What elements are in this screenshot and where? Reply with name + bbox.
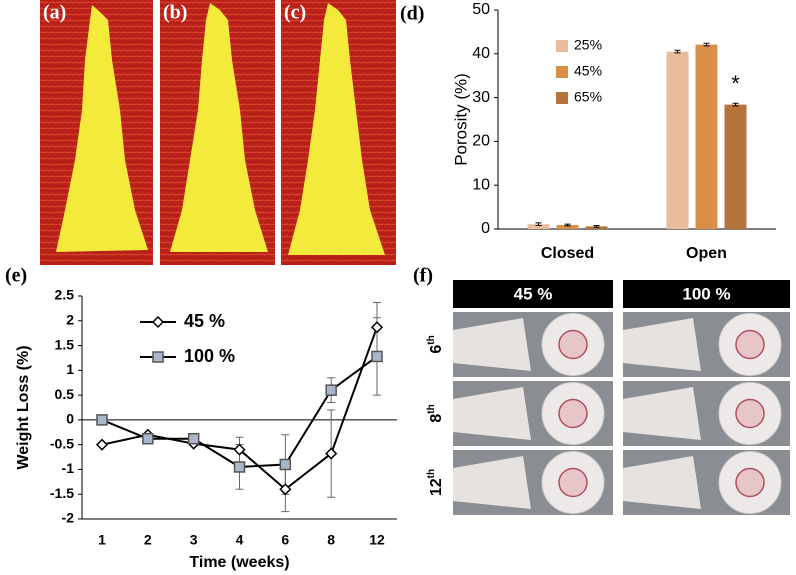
bar — [666, 51, 689, 229]
image-c: (c) — [281, 0, 396, 265]
error-bar — [564, 223, 571, 227]
y-tick-label: -2 — [62, 510, 75, 526]
row-label: 12th — [426, 469, 446, 496]
image-a: (a) — [40, 0, 153, 265]
y-tick-label: 40 — [472, 45, 490, 62]
y-tick-label: 30 — [472, 89, 490, 106]
x-tick-label: 3 — [190, 532, 198, 548]
column-header: 100 % — [682, 284, 730, 303]
marker — [187, 432, 200, 445]
photo-sample — [558, 398, 588, 429]
photo-scaffold — [623, 318, 701, 371]
legend-label: 100 % — [184, 346, 235, 366]
marker — [142, 432, 154, 445]
marker — [95, 438, 109, 451]
y-tick-label: 50 — [472, 1, 490, 18]
panel-label: (d) — [400, 3, 424, 25]
row-label-suffix: th — [426, 404, 437, 413]
row-label-suffix: th — [426, 469, 437, 478]
photo-scaffold — [623, 456, 701, 509]
error-bar — [535, 222, 542, 226]
error-bar — [703, 42, 710, 47]
y-tick-label: 10 — [472, 176, 490, 193]
y-tick-label: 20 — [472, 133, 490, 150]
photo-sample — [735, 467, 765, 498]
marker — [370, 321, 384, 334]
photo-scaffold — [453, 387, 531, 440]
y-tick-label: 0 — [66, 411, 74, 427]
photo-sample — [735, 329, 765, 360]
marker — [233, 443, 246, 456]
legend-swatch — [556, 66, 568, 78]
photo-sample — [558, 467, 588, 498]
bar — [695, 44, 718, 229]
error-bar — [593, 224, 600, 228]
bar — [527, 224, 550, 229]
x-tick-label: 1 — [98, 532, 106, 548]
legend-label: 45% — [574, 63, 602, 79]
x-tick-label: Open — [686, 245, 727, 262]
x-tick-label: 12 — [369, 532, 385, 548]
bar — [724, 104, 747, 229]
x-tick-label: 4 — [236, 532, 244, 548]
x-tick-label: 2 — [144, 532, 152, 548]
column-header-bg — [623, 280, 790, 308]
column-header-bg — [453, 280, 613, 308]
marker — [279, 458, 292, 471]
column-header: 45 % — [514, 284, 553, 303]
photo-scaffold — [623, 387, 701, 440]
legend-swatch — [556, 40, 568, 52]
x-tick-label: Closed — [541, 245, 594, 262]
marker — [152, 351, 164, 363]
bar — [556, 225, 579, 229]
marker — [371, 350, 383, 363]
panel-label: (a) — [43, 2, 66, 24]
row-label: 6th — [426, 335, 446, 353]
marker — [233, 461, 246, 473]
row-label-number: 8 — [428, 414, 445, 423]
y-tick-label: -1.5 — [50, 485, 74, 501]
y-tick-label: 0 — [481, 220, 490, 237]
x-tick-label: 6 — [281, 532, 289, 548]
row-label-number: 12 — [428, 478, 445, 496]
x-tick-label: 8 — [327, 532, 335, 548]
photo-sample — [735, 398, 765, 429]
marker — [325, 384, 337, 396]
annotation: * — [731, 71, 740, 96]
y-tick-label: -1 — [62, 460, 75, 476]
legend-label: 25% — [574, 37, 602, 53]
y-tick-label: 2.5 — [55, 287, 75, 303]
legend-label: 65% — [574, 89, 602, 105]
row-label-suffix: th — [426, 335, 437, 344]
legend-label: 45 % — [184, 311, 225, 331]
photo-scaffold — [453, 456, 531, 509]
panel-label: (c) — [284, 2, 306, 24]
marker — [279, 483, 292, 496]
y-tick-label: 1 — [66, 361, 74, 377]
marker — [96, 414, 108, 426]
error-bar — [674, 49, 681, 54]
marker — [325, 447, 338, 460]
y-axis-title: Weight Loss (%) — [15, 345, 32, 469]
image-b: (b) — [160, 0, 275, 265]
panel-label: (f) — [413, 265, 433, 287]
row-label: 8th — [426, 404, 446, 422]
y-tick-label: 2 — [66, 311, 74, 327]
y-tick-label: 0.5 — [55, 386, 75, 402]
panel-label: (b) — [163, 2, 187, 24]
y-tick-label: -0.5 — [50, 435, 74, 451]
legend-swatch — [556, 92, 568, 104]
x-axis-title: Time (weeks) — [189, 554, 289, 571]
y-tick-label: 1.5 — [55, 336, 75, 352]
photo-scaffold — [453, 318, 531, 371]
error-bar — [732, 102, 739, 107]
photo-sample — [558, 329, 588, 360]
panel-label: (e) — [5, 265, 27, 287]
row-label-number: 6 — [428, 345, 445, 354]
marker — [151, 315, 165, 329]
y-axis-title: Porosity (%) — [451, 73, 470, 166]
